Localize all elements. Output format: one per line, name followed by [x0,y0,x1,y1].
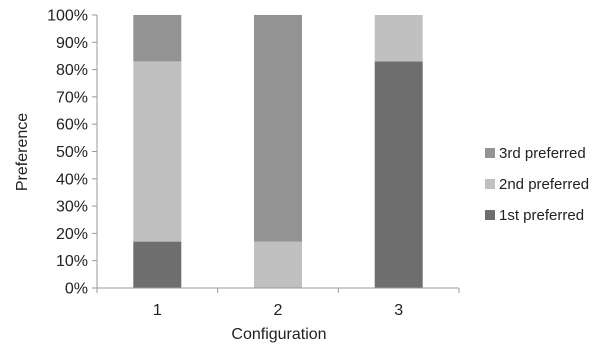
bar-segment [254,241,302,288]
legend-label: 1st preferred [499,207,584,224]
bar-segment [254,15,302,242]
bar-segment [374,61,423,289]
ticks-layer: 0% 10% 20% 30% 40% 50% 60% 70% 80% 90% 100% 1 2 3 [47,8,460,319]
y-tick-label: 70% [56,89,88,106]
y-axis-title: Preference [14,113,31,191]
legend-swatch [485,148,495,158]
y-tick-label: 40% [56,171,88,188]
y-tick-label: 60% [56,117,88,134]
y-tick-label: 80% [56,62,88,79]
y-tick-label: 100% [47,8,88,25]
x-tick-label: 3 [394,302,403,319]
legend-label: 2nd preferred [499,176,589,193]
y-tick-label: 90% [56,35,88,52]
bar-segment [133,15,182,62]
legend-swatch [485,179,495,189]
bar-segment [133,61,182,242]
y-tick-label: 10% [56,253,88,270]
y-tick-label: 50% [56,144,88,161]
bar-segment [374,15,423,62]
legend-label: 3rd preferred [499,145,586,162]
y-tick-label: 0% [65,281,88,298]
bars-layer [133,15,423,289]
y-tick-label: 30% [56,199,88,216]
y-tick-label: 20% [56,226,88,243]
x-tick-label: 1 [153,302,162,319]
x-axis-title: Configuration [231,326,326,343]
x-tick-label: 2 [274,302,283,319]
legend: 3rd preferred 2nd preferred 1st preferred [485,145,589,224]
legend-swatch [485,210,495,220]
bar-segment [133,241,182,288]
